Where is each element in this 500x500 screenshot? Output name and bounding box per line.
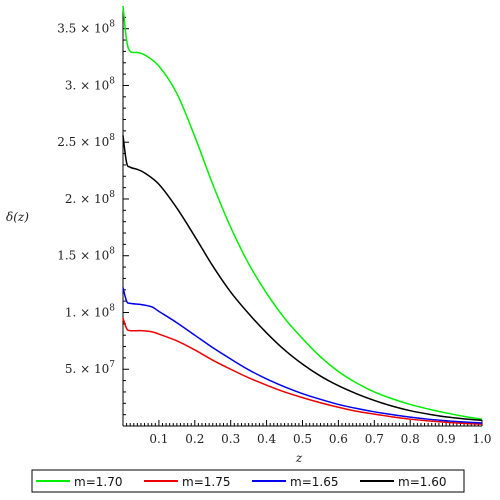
y-axis-title: δ(z) [6,210,29,224]
series-line-2 [122,287,483,424]
series-line-1 [122,317,483,425]
x-tick-label: 0.6 [329,432,348,446]
y-tick-label: 5. × 107 [65,360,115,376]
legend-label: m=1.60 [398,475,446,489]
x-tick-label: 1.0 [472,432,491,446]
x-tick-label: 0.1 [149,432,168,446]
y-tick-label: 1. × 108 [65,303,115,319]
y-tick-label: 2.5 × 108 [57,133,115,149]
x-tick-label: 0.4 [257,432,276,446]
y-tick-label: 3. × 108 [65,76,115,92]
x-tick-label: 0.8 [401,432,420,446]
x-ticks: 0.1 0.2 0.3 0.4 0.5 0.6 0.7 0.8 0.9 1.0 [126,420,492,446]
x-axis-title: z [295,451,303,465]
x-tick-label: 0.5 [293,432,312,446]
y-ticks: 5. × 107 1. × 108 1.5 × 108 2. × 108 2.5 × 1… [57,16,129,416]
legend-label: m=1.65 [290,475,338,489]
plot-area: 0.1 0.2 0.3 0.4 0.5 0.6 0.7 0.8 0.9 1.0 5. × 107 1… [57,5,492,446]
x-tick-label: 0.2 [185,432,204,446]
x-tick-label: 0.3 [221,432,240,446]
series-line-3 [122,135,483,422]
series-lines [122,5,483,425]
legend-label: m=1.70 [74,475,122,489]
y-tick-label: 2. × 108 [65,190,115,206]
y-tick-label: 1.5 × 108 [57,247,115,263]
legend: m=1.70 m=1.75 m=1.65 m=1.60 [31,469,465,493]
legend-box [31,469,465,493]
legend-label: m=1.75 [182,475,230,489]
series-line-0 [122,5,483,420]
x-tick-label: 0.7 [365,432,384,446]
y-tick-label: 3.5 × 108 [57,20,115,36]
legend-items: m=1.70 m=1.75 m=1.65 m=1.60 [36,475,446,489]
x-tick-label: 0.9 [437,432,456,446]
